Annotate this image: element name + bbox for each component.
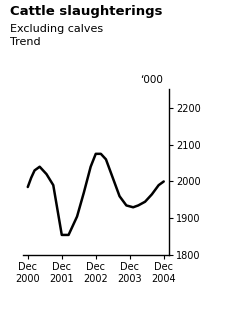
- Text: Excluding calves: Excluding calves: [10, 24, 103, 34]
- Text: Cattle slaughterings: Cattle slaughterings: [10, 5, 163, 18]
- Text: Trend: Trend: [10, 37, 41, 47]
- Text: ‘000: ‘000: [140, 75, 163, 85]
